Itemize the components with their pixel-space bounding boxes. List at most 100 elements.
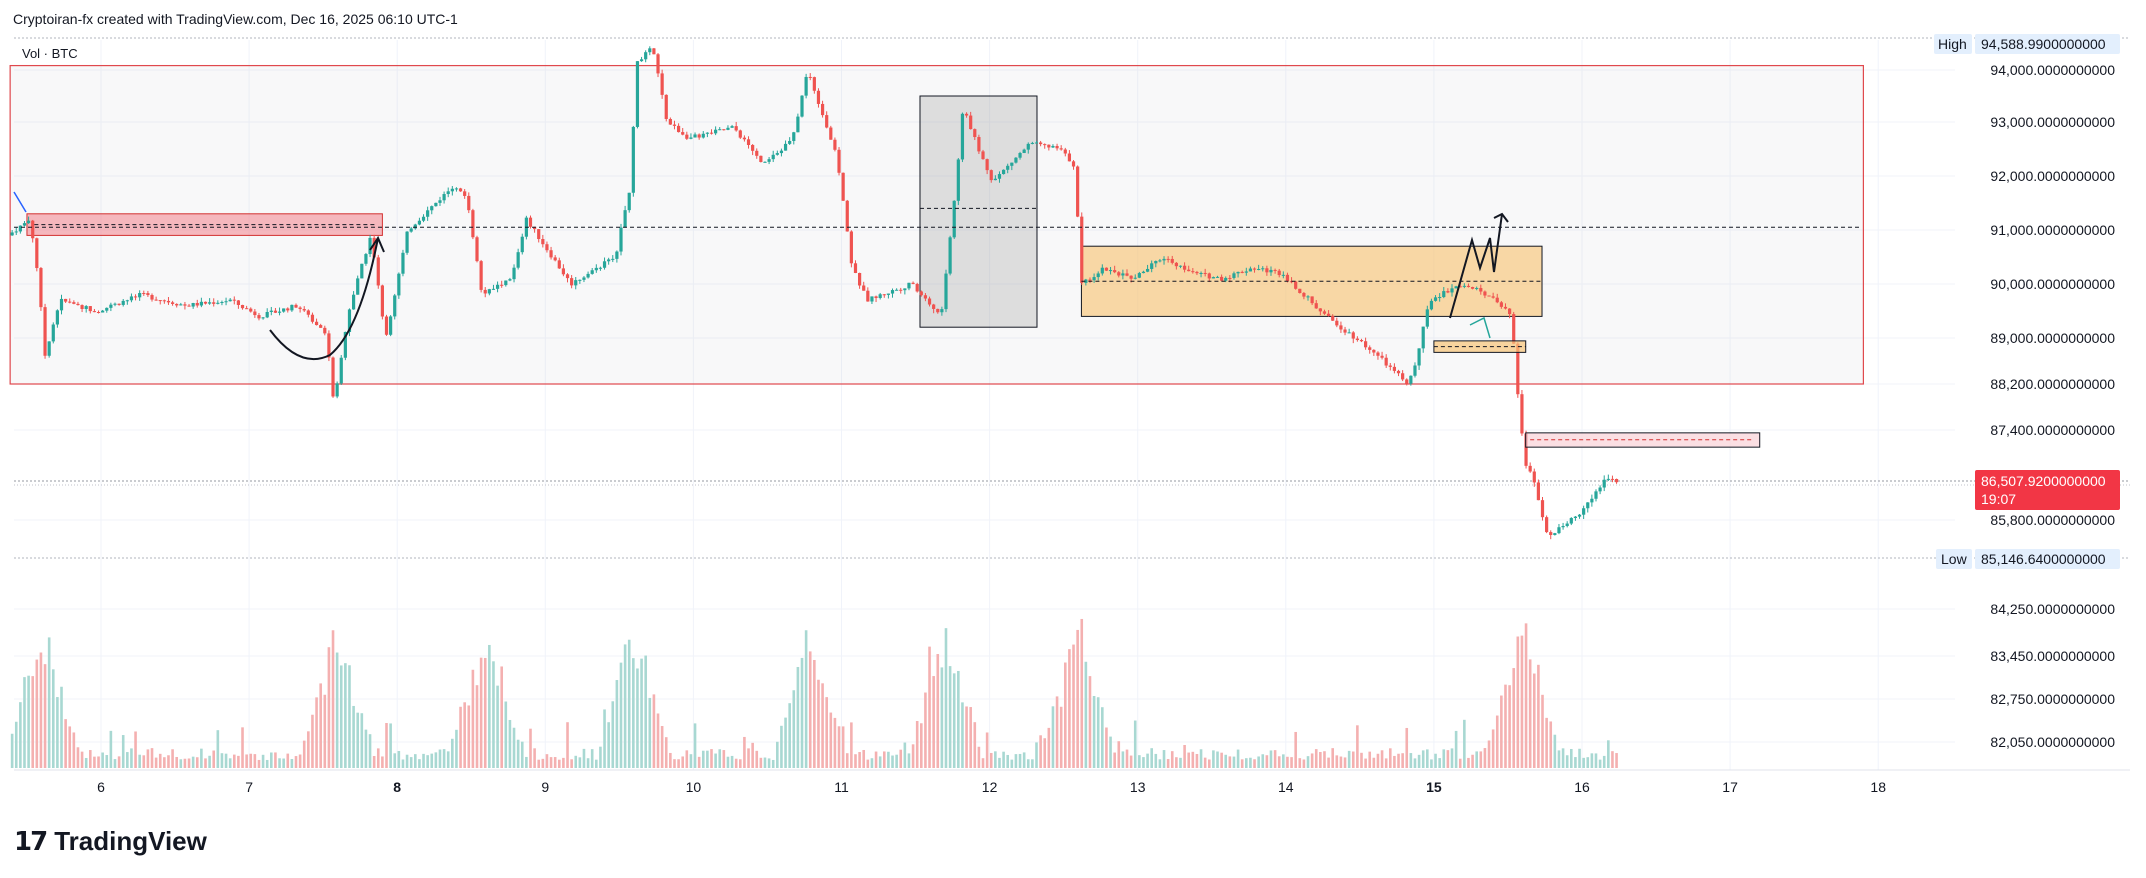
- volume-bar: [520, 741, 524, 768]
- volume-bar: [1113, 752, 1116, 768]
- volume-bar: [1615, 753, 1618, 768]
- candle-body: [948, 237, 952, 274]
- candle-body: [426, 210, 430, 217]
- volume-bar: [994, 751, 997, 768]
- candle-body: [282, 308, 286, 312]
- candle-body: [1059, 148, 1063, 150]
- volume-bar: [1228, 756, 1232, 768]
- volume-bar: [1368, 751, 1372, 768]
- volume-bar: [882, 751, 886, 768]
- volume-bar: [1232, 756, 1236, 768]
- volume-bar: [282, 758, 285, 768]
- volume-bar: [1047, 727, 1051, 768]
- zigzag-arrow: [1449, 213, 1503, 319]
- candle-body: [574, 280, 578, 286]
- volume-bar: [957, 670, 960, 768]
- volume-bar: [142, 755, 146, 768]
- volume-bar: [1335, 755, 1339, 768]
- volume-bar: [426, 755, 429, 768]
- candle-body: [837, 149, 841, 173]
- volume-bar: [1253, 759, 1256, 768]
- candle-body: [1499, 302, 1503, 307]
- volume-bar: [800, 657, 804, 768]
- candle-body: [475, 237, 479, 262]
- candle-body: [775, 153, 779, 155]
- volume-bar: [1586, 757, 1590, 768]
- volume-bar: [858, 752, 861, 768]
- volume-bar: [771, 759, 775, 768]
- candle-body: [1137, 273, 1141, 278]
- candle-body: [471, 210, 475, 238]
- candle-body: [1252, 268, 1257, 270]
- candle-body: [1450, 288, 1454, 293]
- price-tick-label: 94,000.0000000000: [1990, 62, 2115, 78]
- volume-bar: [368, 734, 372, 768]
- volume-bar: [1055, 696, 1059, 768]
- candle-body: [1470, 287, 1475, 289]
- candle-body: [1248, 268, 1253, 272]
- candle-body: [816, 90, 821, 104]
- low-value: 85,146.6400000000: [1981, 551, 2106, 567]
- candle-body: [1067, 153, 1072, 162]
- candle-body: [1557, 527, 1561, 534]
- candle-body: [783, 143, 788, 151]
- candle-body: [84, 306, 88, 309]
- candle-body: [351, 294, 356, 310]
- volume-bar: [619, 662, 623, 768]
- volume-bar: [1072, 644, 1075, 768]
- candle-body: [35, 238, 39, 269]
- price-tick-label: 83,450.0000000000: [1990, 648, 2115, 664]
- candle-body: [249, 308, 253, 312]
- candle-body: [849, 231, 853, 264]
- volume-bar: [854, 754, 857, 768]
- volume-bar: [1545, 717, 1548, 768]
- volume-bar: [1500, 695, 1503, 768]
- candle-body: [927, 298, 932, 305]
- tradingview-logo[interactable]: 17 TradingView: [14, 826, 207, 857]
- candle-body: [487, 289, 491, 294]
- volume-bar: [533, 748, 536, 768]
- volume-bar: [891, 755, 894, 768]
- volume-bar: [887, 751, 890, 768]
- volume-bar: [664, 737, 668, 768]
- price-tick-label: 82,750.0000000000: [1990, 691, 2115, 707]
- candle-body: [668, 118, 672, 125]
- candle-body: [1108, 270, 1113, 272]
- volume-bar: [315, 697, 318, 768]
- volume-bar: [574, 755, 578, 768]
- candle-body: [14, 231, 18, 233]
- volume-bar: [1520, 635, 1524, 768]
- candle-body: [1573, 516, 1578, 519]
- volume-bar: [1323, 751, 1326, 768]
- candle-body: [1598, 487, 1602, 492]
- volume-bar: [1413, 758, 1417, 768]
- candle-body: [890, 290, 895, 294]
- volume-bar: [710, 749, 713, 768]
- low-label: Low: [1941, 551, 1968, 567]
- candle-body: [183, 304, 187, 306]
- volume-bar: [47, 637, 51, 768]
- volume-bar: [693, 723, 697, 768]
- candle-body: [1257, 268, 1261, 270]
- volume-bar: [1549, 721, 1553, 768]
- candle-body: [656, 54, 660, 74]
- volume-bar: [1516, 636, 1520, 768]
- high-label: High: [1938, 36, 1967, 52]
- candle-body: [72, 302, 76, 304]
- candle-body: [742, 137, 747, 140]
- volume-bar: [1002, 751, 1005, 768]
- candle-body: [899, 289, 903, 291]
- candle-body: [1302, 292, 1306, 297]
- volume-bar: [401, 759, 405, 768]
- volume-bar: [562, 757, 565, 768]
- volume-bar: [590, 749, 594, 768]
- volume-bar: [669, 752, 672, 768]
- volume-bar: [780, 725, 783, 768]
- volume-bar: [1105, 727, 1108, 768]
- volume-bar: [1426, 749, 1429, 768]
- volume-bar: [545, 754, 549, 768]
- volume-bar: [1590, 753, 1594, 768]
- candle-body: [1433, 297, 1438, 301]
- candle-body: [1022, 149, 1026, 154]
